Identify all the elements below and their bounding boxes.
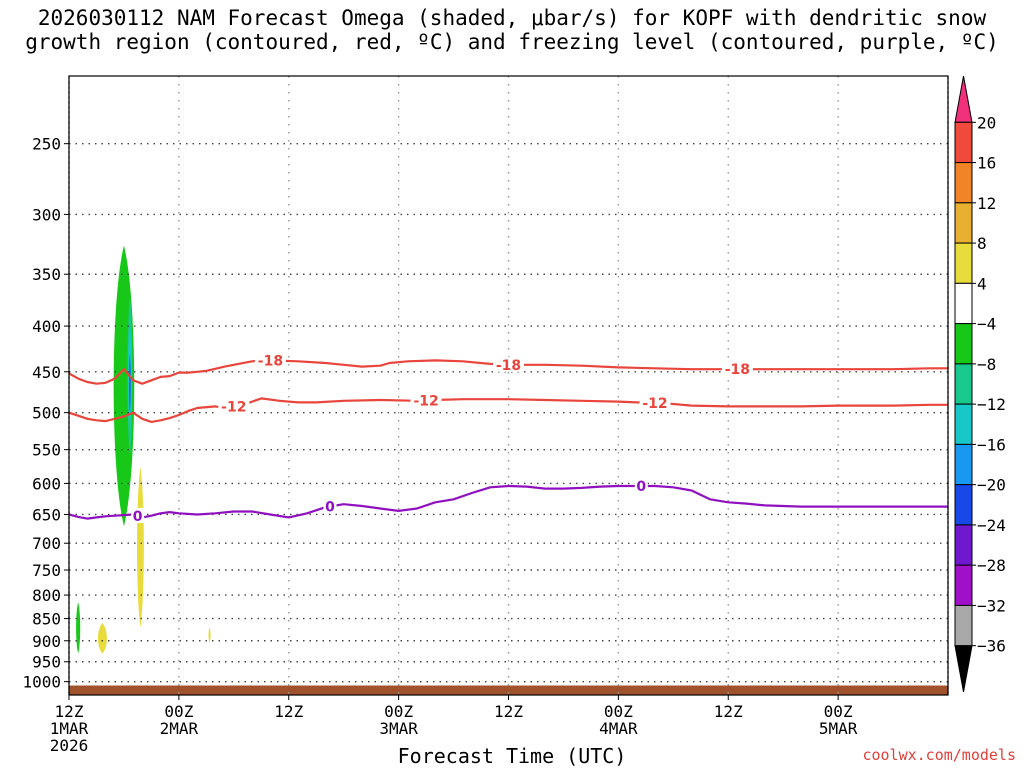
colorbar-label: −20 (977, 476, 1006, 495)
y-tick-label: 750 (32, 561, 61, 580)
x-tick-label: 12Z (274, 702, 303, 721)
y-tick-label: 300 (32, 205, 61, 224)
x-tick-label: 00Z (164, 702, 193, 721)
colorbar-label: 16 (977, 154, 996, 173)
contour-label: 0 (133, 509, 143, 525)
x-tick-label: 12Z (55, 702, 84, 721)
contour-label-bg (323, 498, 337, 514)
y-tick-label: 600 (32, 474, 61, 493)
colorbar-box (954, 162, 973, 204)
grid (69, 76, 948, 695)
contour-label: -18 (496, 358, 521, 374)
contour-label: 0 (636, 479, 646, 495)
colorbar-label: −24 (977, 516, 1006, 535)
colorbar-box (954, 403, 973, 445)
colorbar-box (954, 242, 973, 284)
omega-region-8 (208, 627, 211, 643)
colorbar-label: 20 (977, 113, 996, 132)
colorbar-label: −28 (977, 556, 1006, 575)
colorbar-label: −16 (977, 435, 1006, 454)
omega-region-5 (136, 466, 144, 628)
colorbar-label: −8 (977, 355, 996, 374)
contour-label-bg (634, 477, 648, 493)
y-tick-label: 1000 (22, 673, 61, 692)
chart-title: 2026030112 NAM Forecast Omega (shaded, μ… (0, 6, 1024, 54)
colorbar-box (954, 564, 973, 606)
contour-label-bg (639, 394, 671, 410)
axes: 250 300 350 400 450 500 550 600 650 700 750 800 850 9… (22, 135, 857, 755)
x-tick-label: 1MAR (50, 719, 89, 738)
colorbar-box (954, 604, 973, 647)
colorbar-label: −4 (977, 315, 996, 334)
contour-label: -12 (642, 396, 667, 412)
y-tick-label: 500 (32, 404, 61, 423)
contour-label: -12 (413, 393, 438, 409)
colorbar: 20 16 12 8 4 −4 −8 −12 −16 −20 −24 −28 −32 −36 (954, 75, 1006, 693)
contour-label: -12 (221, 399, 246, 415)
x-tick-label: 5MAR (819, 719, 858, 738)
colorbar-box (954, 323, 973, 365)
contour-label: -18 (258, 353, 283, 369)
colorbar-box (954, 121, 973, 164)
contour-label-bg (493, 356, 524, 372)
x-tick-label: 00Z (384, 702, 413, 721)
omega-shading (69, 245, 948, 695)
terrain-fill (69, 685, 948, 695)
x-tick-label: 12Z (494, 702, 523, 721)
colorbar-bottom-arrow (954, 645, 973, 693)
x-tick-label: 3MAR (379, 719, 418, 738)
y-tick-label: 700 (32, 534, 61, 553)
colorbar-label: 12 (977, 194, 996, 213)
contour-label-bg (218, 398, 250, 414)
y-tick-label: 400 (32, 317, 61, 336)
colorbar-label: −12 (977, 395, 1006, 414)
plot-frame (68, 75, 949, 696)
colorbar-box (954, 363, 973, 405)
y-tick-label: 950 (32, 653, 61, 672)
omega-region-7 (97, 623, 107, 654)
y-tick-label: 850 (32, 610, 61, 629)
x-tick-label: 00Z (824, 702, 853, 721)
x-tick-label: 4MAR (599, 719, 638, 738)
colorbar-box (954, 524, 973, 566)
colorbar-label: 4 (977, 274, 987, 293)
x-tick-label: 2026 (50, 736, 89, 755)
x-tick-label: 12Z (714, 702, 743, 721)
title-line-2: growth region (contoured, red, ºC) and f… (25, 30, 999, 54)
colorbar-box (954, 282, 973, 325)
contour-line-2 (69, 397, 948, 423)
y-tick-label: 450 (32, 363, 61, 382)
contour-labels: -18 -18 -18 -12 -12 -12 0 0 0 (131, 352, 753, 525)
y-tick-label: 350 (32, 265, 61, 284)
x-tick-label: 2MAR (160, 719, 199, 738)
y-tick-label: 800 (32, 586, 61, 605)
y-tick-label: 550 (32, 441, 61, 460)
credit-link[interactable]: coolwx.com/models (862, 746, 1016, 764)
colorbar-top-arrow (954, 75, 973, 123)
colorbar-box (954, 443, 973, 486)
y-tick-label: 650 (32, 505, 61, 524)
plot-border (68, 75, 949, 696)
contour-label-bg (410, 392, 442, 408)
colorbar-label: 8 (977, 234, 987, 253)
contour-label-bg (254, 352, 286, 368)
colorbar-label: −36 (977, 637, 1006, 656)
contour-label-bg (131, 507, 145, 523)
y-tick-label: 900 (32, 632, 61, 651)
x-axis-label: Forecast Time (UTC) (397, 744, 627, 768)
omega-region-4 (129, 354, 131, 413)
omega-region-6 (76, 602, 81, 654)
colorbar-label: −32 (977, 596, 1006, 615)
contour-label: -18 (725, 362, 750, 378)
contour-label-bg (721, 361, 753, 377)
x-tick-label: 00Z (604, 702, 633, 721)
contour-line-3 (69, 484, 948, 520)
colorbar-box (954, 202, 973, 244)
contours (69, 359, 948, 520)
colorbar-box (954, 484, 973, 526)
contour-label: 0 (325, 499, 335, 515)
title-line-1: 2026030112 NAM Forecast Omega (shaded, μ… (37, 6, 987, 30)
y-tick-label: 250 (32, 135, 61, 154)
